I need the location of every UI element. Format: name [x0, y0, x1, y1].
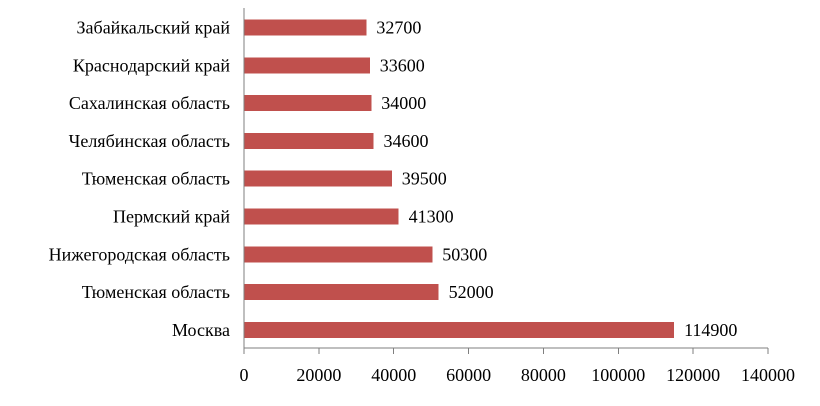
- bars-layer: [244, 19, 675, 338]
- x-tick-label: 0: [240, 365, 249, 385]
- value-labels: 32700 33600 34000 34600 39500 41300 50300 52000…: [376, 18, 737, 340]
- bar: [244, 246, 433, 263]
- category-label: Челябинская область: [69, 131, 230, 151]
- category-label: Забайкальский край: [77, 18, 231, 38]
- category-label: Сахалинская область: [69, 93, 230, 113]
- bar: [244, 284, 439, 301]
- category-label: Пермский край: [113, 207, 230, 227]
- x-tick-label: 20000: [296, 365, 341, 385]
- value-label: 34000: [381, 93, 426, 113]
- x-tick-label: 140000: [741, 365, 795, 385]
- category-label: Краснодарский край: [73, 55, 230, 75]
- category-label: Тюменская область: [82, 282, 230, 302]
- value-label: 41300: [409, 207, 454, 227]
- category-label: Москва: [172, 320, 230, 340]
- x-tick-label: 80000: [521, 365, 566, 385]
- bar: [244, 19, 367, 36]
- value-label: 50300: [442, 244, 487, 264]
- value-label: 52000: [449, 282, 494, 302]
- x-axis: [243, 8, 768, 349]
- bar: [244, 132, 374, 149]
- category-label: Тюменская область: [82, 169, 230, 189]
- x-tick-label: 40000: [371, 365, 416, 385]
- bar: [244, 57, 370, 74]
- x-tick-label: 60000: [446, 365, 491, 385]
- value-label: 32700: [376, 18, 421, 38]
- x-tick-label: 100000: [591, 365, 645, 385]
- value-label: 33600: [380, 55, 425, 75]
- bar: [244, 170, 392, 187]
- bar: [244, 95, 372, 112]
- bar: [244, 208, 399, 225]
- x-tick-label: 120000: [666, 365, 720, 385]
- x-axis-ticks: 0 20000 40000 60000 80000 100000 120000 140000: [240, 348, 795, 385]
- value-label: 34600: [384, 131, 429, 151]
- category-labels: Забайкальский край Краснодарский край Саха…: [49, 18, 231, 340]
- value-label: 39500: [402, 169, 447, 189]
- bar: [244, 321, 675, 338]
- value-label: 114900: [684, 320, 737, 340]
- category-label: Нижегородская область: [49, 244, 230, 264]
